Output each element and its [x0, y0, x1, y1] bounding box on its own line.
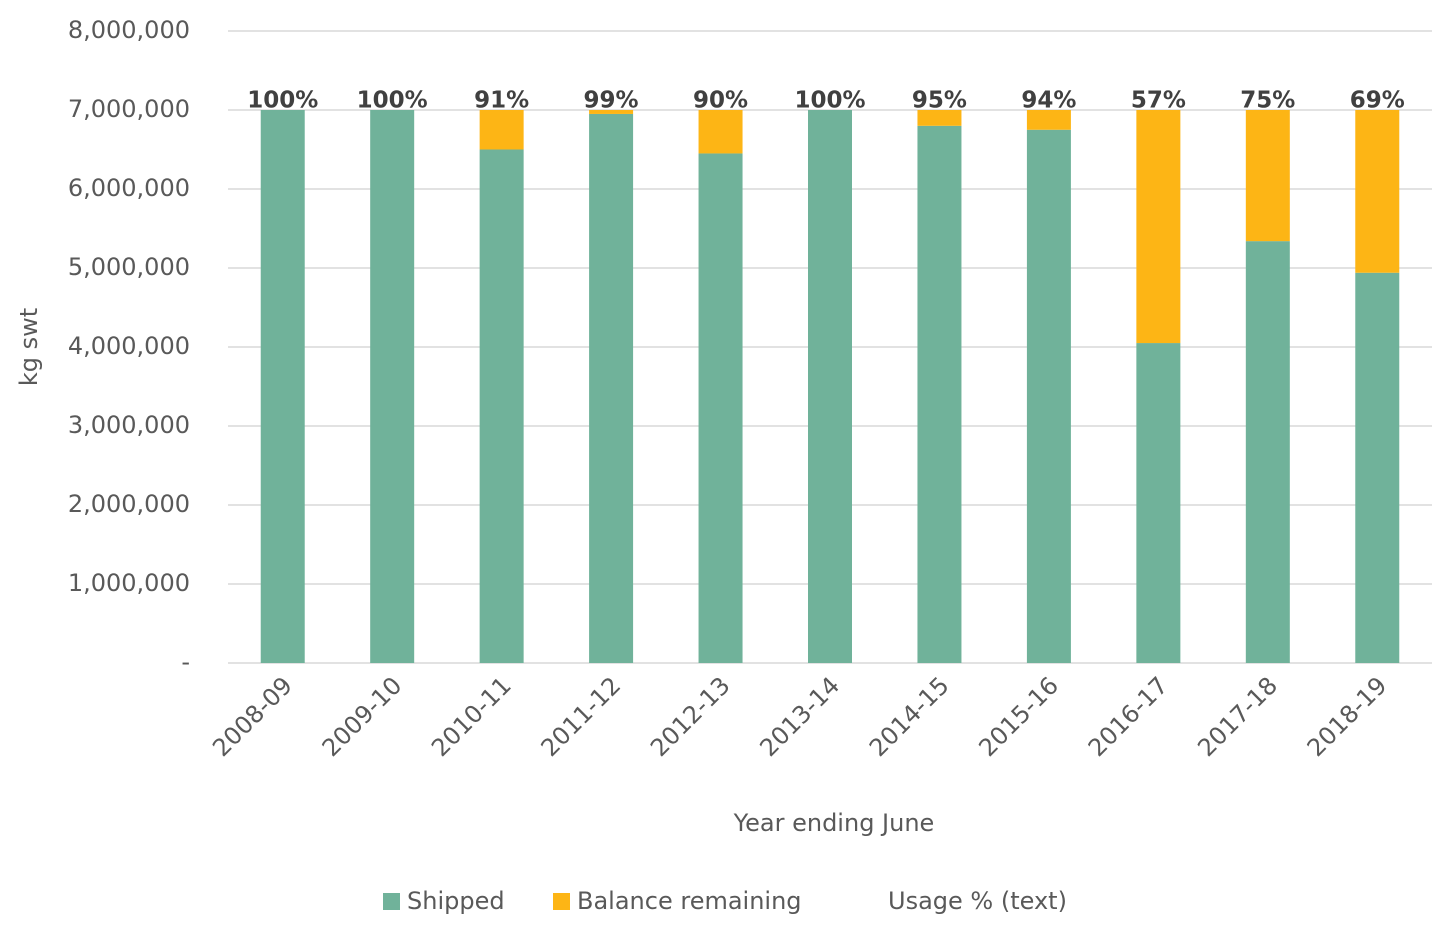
- legend-label: Balance remaining: [577, 887, 802, 915]
- x-tick-label: 2015-16: [973, 671, 1064, 762]
- bar-segment: [1136, 110, 1181, 344]
- bar-segment: [589, 110, 634, 114]
- bar-segment: [698, 153, 743, 663]
- y-axis-title: kg swt: [15, 308, 43, 386]
- legend-swatch: [553, 893, 570, 910]
- bar-segment: [1026, 110, 1071, 130]
- y-tick-label: 8,000,000: [68, 16, 190, 44]
- data-label: 100%: [357, 88, 428, 114]
- y-tick-label: 2,000,000: [68, 490, 190, 518]
- y-tick-label: 1,000,000: [68, 569, 190, 597]
- x-tick-label: 2010-11: [426, 671, 517, 762]
- x-tick-label: 2012-13: [645, 671, 736, 762]
- y-tick-label: 7,000,000: [68, 95, 190, 123]
- x-tick-label: 2018-19: [1302, 671, 1393, 762]
- y-tick-label: 5,000,000: [68, 253, 190, 281]
- x-tick-label: 2013-14: [754, 671, 845, 762]
- legend-label: Shipped: [407, 887, 505, 915]
- bar-segment: [1355, 110, 1400, 273]
- legend-swatch: [383, 893, 400, 910]
- bar-segment: [1355, 272, 1400, 663]
- x-tick-label: 2011-12: [536, 671, 627, 762]
- data-label: 100%: [794, 88, 865, 114]
- bar-segment: [1245, 241, 1290, 663]
- x-tick-label: 2016-17: [1083, 671, 1174, 762]
- bar-segment: [589, 113, 634, 663]
- y-tick-label: 6,000,000: [68, 174, 190, 202]
- bar-segment: [917, 125, 962, 664]
- bar-segment: [1136, 343, 1181, 663]
- bar-segment: [479, 110, 524, 150]
- y-tick-label: 3,000,000: [68, 411, 190, 439]
- data-label: 99%: [584, 88, 639, 114]
- bar-segment: [1026, 129, 1071, 663]
- data-label: 94%: [1021, 88, 1076, 114]
- x-tick-label: 2009-10: [317, 671, 408, 762]
- bar-segment: [479, 149, 524, 663]
- bar-segment: [808, 110, 852, 663]
- data-label: 69%: [1350, 88, 1405, 114]
- y-tick-label: 4,000,000: [68, 332, 190, 360]
- x-tick-label: 2008-09: [207, 671, 298, 762]
- x-axis-title: Year ending June: [733, 809, 935, 837]
- bar-segment: [1245, 110, 1290, 242]
- y-tick-label: -: [181, 648, 190, 676]
- data-label: 75%: [1240, 88, 1295, 114]
- x-tick-label: 2017-18: [1192, 671, 1283, 762]
- data-label: 91%: [474, 88, 529, 114]
- bar-segment: [260, 110, 305, 663]
- data-label: 90%: [693, 88, 748, 114]
- bar-segment: [698, 110, 743, 154]
- bar-segment: [370, 110, 415, 663]
- data-label: 100%: [247, 88, 318, 114]
- data-label: 57%: [1131, 88, 1186, 114]
- data-label: 95%: [912, 88, 967, 114]
- legend-label: Usage % (text): [888, 887, 1067, 915]
- bar-segment: [917, 110, 962, 126]
- x-tick-label: 2014-15: [864, 671, 955, 762]
